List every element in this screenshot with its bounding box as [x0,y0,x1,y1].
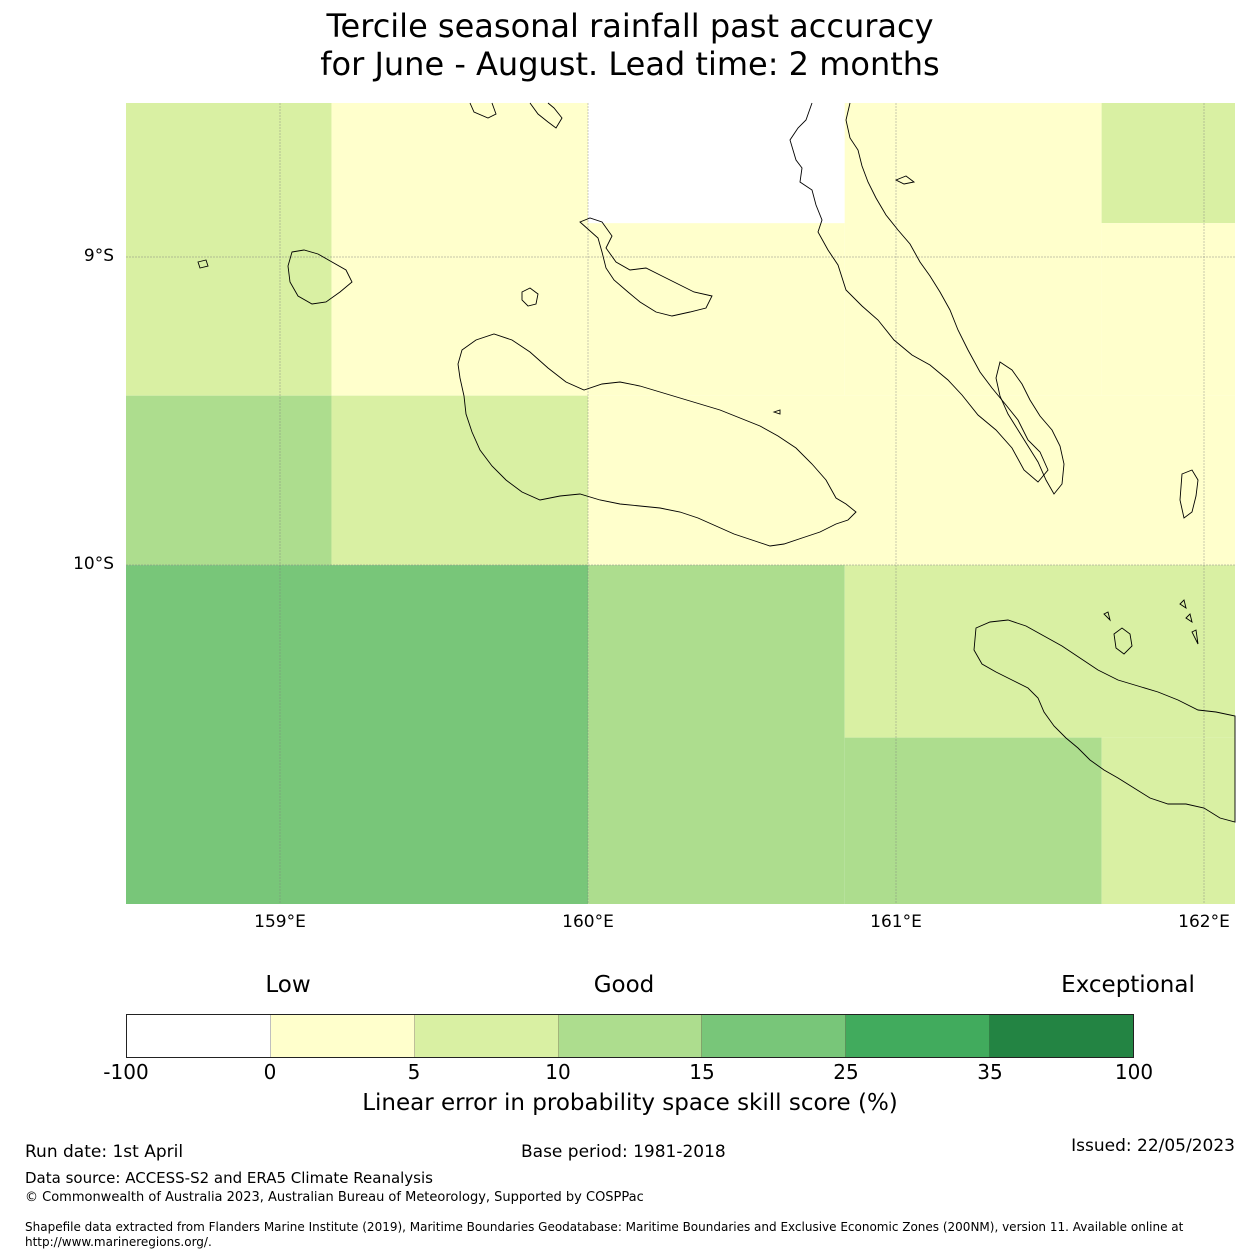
map-title-line2: for June - August. Lead time: 2 months [320,45,940,83]
skill-cell [126,395,332,566]
island-russell-islet-coast [197,259,209,269]
skill-cell [588,103,845,224]
skill-cell [1101,737,1235,904]
skill-cell [588,565,845,904]
island-guadalcanal-coast [457,333,857,547]
lat-label-9s: 9°S [83,246,114,266]
colorbar-tick: 15 [689,1060,715,1084]
map-gridlines [126,103,1235,904]
colorbar-segment [127,1015,271,1057]
skill-cell [844,737,1102,904]
colorbar-tick: 10 [545,1060,571,1084]
colorbar-segment [990,1015,1134,1057]
copyright-notice: © Commonwealth of Australia 2023, Austra… [25,1190,644,1205]
colorbar-tick: -100 [103,1060,149,1084]
colorbar-segment [270,1015,415,1057]
lon-label-162e: 162°E [1178,912,1230,932]
base-period: Base period: 1981-2018 [521,1142,726,1162]
legend-category-exceptional: Exceptional [1061,972,1195,998]
island-ulawa-coast [1113,627,1133,655]
lon-label-160e: 160°E [562,912,614,932]
colorbar-label: Linear error in probability space skill … [362,1090,898,1116]
colorbar-tick: 100 [1114,1060,1154,1084]
skill-grid-cells [126,103,1235,904]
colorbar-tick: 0 [263,1060,277,1084]
island-savo-coast [521,287,539,307]
island-santa-isabel-coast [789,102,1049,483]
legend-category-good: Good [593,972,655,998]
island-makira-coast [973,619,1236,823]
skill-cell [126,565,589,904]
lat-label-10s: 10°S [73,554,114,574]
colorbar-segment [702,1015,847,1057]
skill-cell [331,395,589,566]
island-north-islets-coast [469,102,563,129]
lon-label-161e: 161°E [870,912,922,932]
island-long-east-coast [995,361,1065,495]
island-russell-coast [287,249,353,305]
skill-cell [1101,103,1235,224]
run-date: Run date: 1st April [25,1142,184,1162]
colorbar-tick: 25 [833,1060,859,1084]
island-nggela-coast [579,217,713,317]
legend-colorbar [126,1014,1134,1058]
skill-cell [331,103,589,396]
colorbar-segment [846,1015,991,1057]
skill-cell [588,223,845,396]
colorbar-tick: 5 [407,1060,421,1084]
island-small-east-coast [772,175,916,415]
map-title-line1: Tercile seasonal rainfall past accuracy [326,7,934,45]
coastlines [197,102,1236,823]
skill-cell [844,565,1235,738]
skill-cell [126,103,332,396]
skill-cell [1101,223,1235,396]
colorbar-segment [558,1015,703,1057]
skill-cell [588,395,1235,566]
lon-label-159e: 159°E [254,912,306,932]
island-east-islets-coast [1103,469,1199,645]
colorbar-tick: 35 [977,1060,1003,1084]
shapefile-credit: Shapefile data extracted from Flanders M… [25,1220,1184,1249]
skill-cell [844,103,1102,396]
rainfall-skill-map [126,102,1236,904]
colorbar-segment [414,1015,559,1057]
data-source: Data source: ACCESS-S2 and ERA5 Climate … [25,1169,433,1187]
issued-date: Issued: 22/05/2023 [1071,1136,1235,1156]
legend-category-low: Low [265,972,311,998]
